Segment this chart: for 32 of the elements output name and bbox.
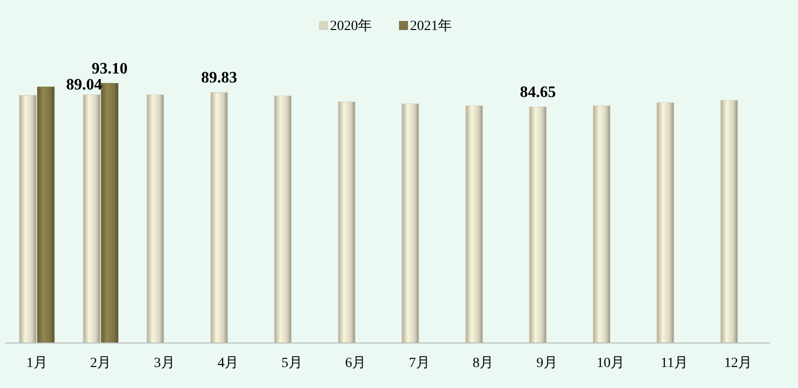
- bar: [592, 105, 610, 344]
- x-tick-label: 12月: [724, 356, 752, 371]
- x-tick-label: 7月: [408, 356, 430, 371]
- legend-label: 2021年: [410, 18, 452, 34]
- x-tick-label: 1月: [26, 356, 48, 371]
- x-tick-label: 6月: [345, 356, 366, 371]
- bar: [465, 105, 483, 344]
- bar: [19, 95, 37, 344]
- x-tick-label: 2月: [90, 356, 112, 371]
- x-tick-label: 5月: [281, 356, 302, 371]
- x-tick-label: 10月: [596, 356, 625, 371]
- x-tick-label: 3月: [154, 356, 175, 371]
- bar: [402, 103, 420, 344]
- data-label: 89.83: [201, 69, 238, 86]
- bar: [656, 102, 674, 344]
- bar: [82, 94, 100, 344]
- bar: [210, 92, 228, 344]
- bar: [338, 101, 356, 344]
- x-tick-label: 8月: [472, 356, 494, 371]
- bar: [720, 100, 738, 344]
- data-label: 84.65: [520, 84, 556, 101]
- bar: [146, 94, 164, 344]
- data-label: 89.04: [66, 76, 102, 94]
- legend-label: 2020年: [330, 18, 372, 34]
- bar: [274, 96, 292, 344]
- x-tick-label: 4月: [218, 356, 239, 371]
- bar: [37, 86, 55, 344]
- x-tick-label: 9月: [536, 356, 558, 371]
- bar: [529, 106, 547, 344]
- x-tick-label: 11月: [660, 356, 688, 371]
- bar: [100, 83, 118, 344]
- data-label: 93.10: [92, 60, 128, 78]
